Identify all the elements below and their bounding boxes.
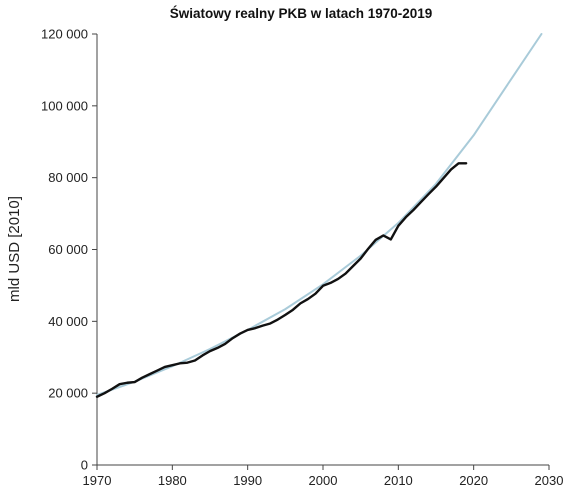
y-tick-label: 20 000 bbox=[48, 386, 88, 401]
y-axis-title: mld USD [2010] bbox=[6, 196, 23, 302]
x-tick-label: 2000 bbox=[309, 473, 338, 488]
gdp-line bbox=[95, 162, 468, 398]
x-tick-label: 1990 bbox=[233, 473, 262, 488]
chart-title: Światowy realny PKB w latach 1970-2019 bbox=[170, 6, 433, 21]
y-tick-label: 100 000 bbox=[41, 98, 88, 113]
x-tick-label: 2020 bbox=[459, 473, 488, 488]
y-tick-label: 120 000 bbox=[41, 27, 88, 42]
y-tick-label: 40 000 bbox=[48, 314, 88, 329]
x-tick-label: 2010 bbox=[384, 473, 413, 488]
y-tick-label: 60 000 bbox=[48, 242, 88, 257]
series-layer bbox=[95, 33, 543, 398]
y-tick-label: 0 bbox=[81, 458, 88, 473]
y-tick-label: 80 000 bbox=[48, 170, 88, 185]
x-tick-label: 1980 bbox=[158, 473, 187, 488]
x-tick-label: 2030 bbox=[535, 473, 564, 488]
x-tick-label: 1970 bbox=[83, 473, 112, 488]
tick-labels: 0 20 000 40 000 60 000 80 000 100 000 120 000 1… bbox=[41, 27, 563, 489]
trend-line bbox=[96, 33, 543, 396]
axes bbox=[92, 33, 550, 470]
